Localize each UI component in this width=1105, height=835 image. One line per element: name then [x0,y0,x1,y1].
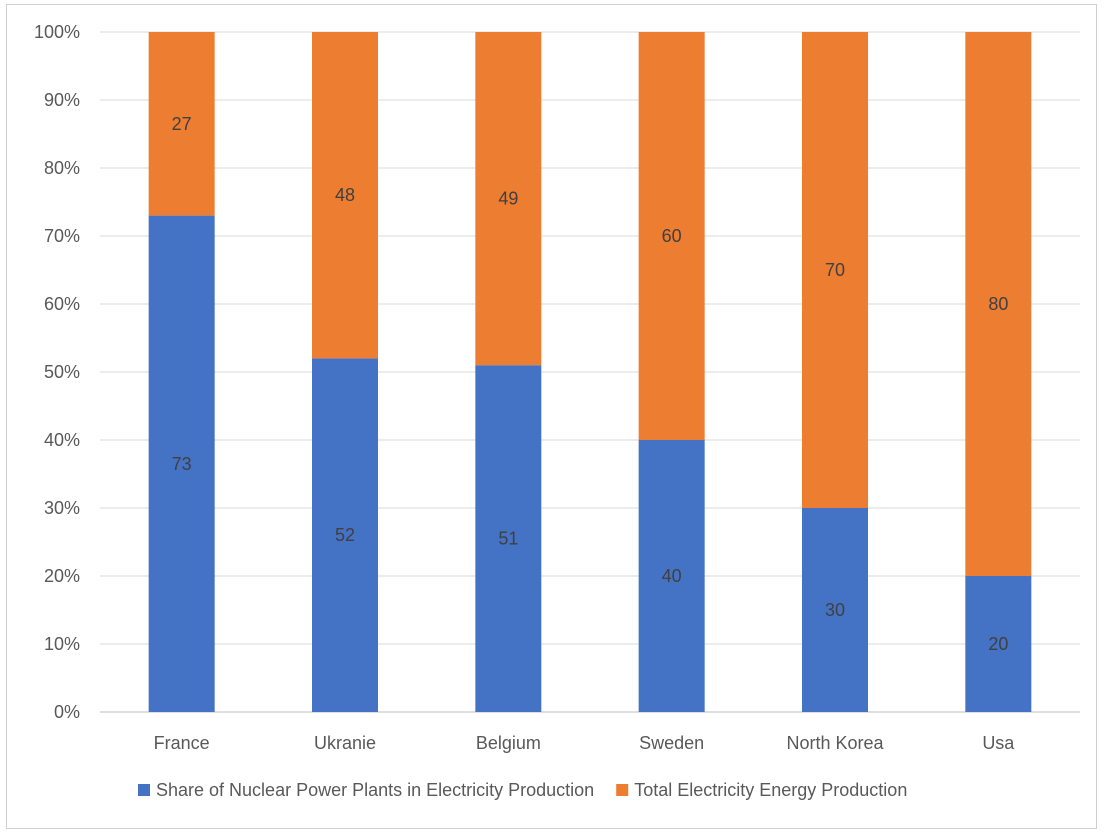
bar-segment [638,440,705,712]
category-label: France [154,733,210,753]
y-tick-label: 90% [44,90,80,110]
data-label: 70 [825,260,845,280]
data-label: 20 [988,634,1008,654]
y-tick-label: 50% [44,362,80,382]
data-label: 52 [335,525,355,545]
bar-segment [475,32,542,366]
data-label: 49 [498,189,518,209]
bar-segment [638,32,705,440]
data-label: 30 [825,600,845,620]
data-label: 60 [662,226,682,246]
bar-segment [475,365,542,712]
gridlines [100,31,1080,713]
data-label: 48 [335,185,355,205]
bar-segment [965,32,1032,576]
y-tick-label: 0% [54,702,80,722]
y-tick-label: 10% [44,634,80,654]
bar-segment [312,358,378,712]
category-label: Usa [982,733,1015,753]
y-tick-label: 70% [44,226,80,246]
bar-segment [802,32,868,508]
data-label: 51 [498,529,518,549]
y-axis-tick-labels: 0% 10% 20% 30% 40% 50% 60% 70% 80% 90% 100% [34,22,80,722]
y-tick-label: 80% [44,158,80,178]
bar-segment [312,32,378,359]
x-axis-category-labels: France Ukranie Belgium Sweden North Korea Usa [154,733,1016,753]
data-label: 40 [662,566,682,586]
bar-segment [965,576,1032,712]
data-label: 80 [988,294,1008,314]
category-label: Sweden [639,733,704,753]
legend-swatch [616,784,629,796]
bar-segment [802,508,868,712]
legend: Share of Nuclear Power Plants in Electri… [138,780,907,800]
y-tick-label: 30% [44,498,80,518]
data-label: 27 [172,114,192,134]
data-labels: 73 27 52 48 51 49 40 60 30 70 20 80 [172,114,1009,654]
bars [148,32,1032,712]
y-tick-label: 100% [34,22,80,42]
legend-label: Share of Nuclear Power Plants in Electri… [156,780,594,800]
category-label: North Korea [786,733,884,753]
data-label: 73 [172,454,192,474]
legend-swatch [138,784,150,796]
category-label: Ukranie [314,733,376,753]
legend-label: Total Electricity Energy Production [634,780,907,800]
y-tick-label: 60% [44,294,80,314]
bar-segment [148,32,215,216]
bar-segment [148,215,215,712]
y-tick-label: 20% [44,566,80,586]
y-tick-label: 40% [44,430,80,450]
category-label: Belgium [476,733,541,753]
